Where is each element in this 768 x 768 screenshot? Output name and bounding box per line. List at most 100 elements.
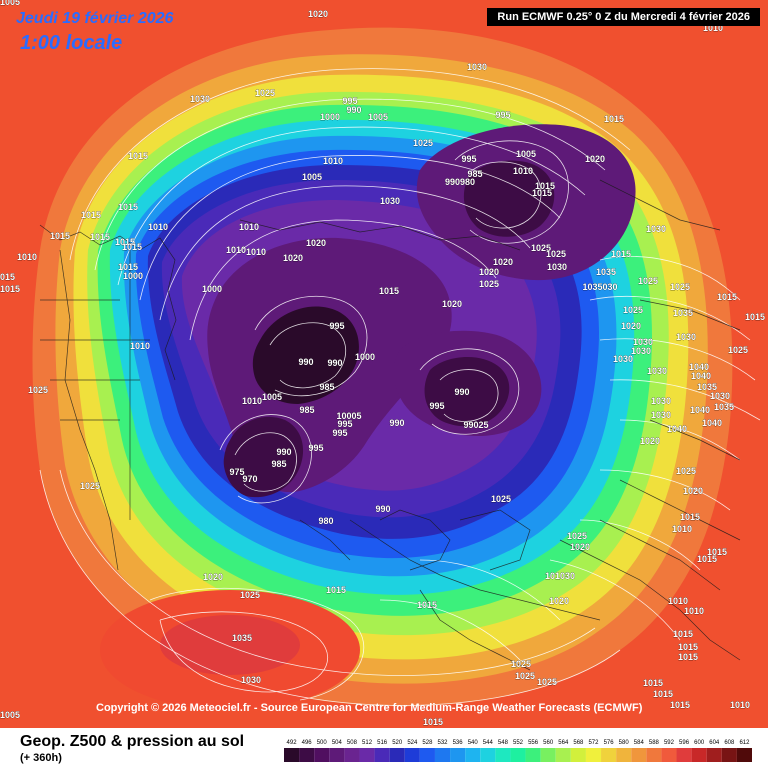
- isobar-label: 1035030: [582, 282, 617, 292]
- isobar-label: 1015: [50, 231, 70, 241]
- isobar-label: 1040: [702, 418, 722, 428]
- isobar-label: 990: [327, 358, 342, 368]
- isobar-label: 1010: [513, 166, 533, 176]
- isobar-lines: [39, 68, 761, 706]
- scale-label: 528: [422, 740, 433, 746]
- isobar-label: 1000: [355, 352, 375, 362]
- scale-label: 612: [739, 740, 750, 746]
- isobar-label: 1020: [308, 9, 328, 19]
- isobar-label: 1030: [710, 391, 730, 401]
- scale-swatch: [374, 748, 390, 762]
- isobar-label: 995: [329, 321, 344, 331]
- scale-swatch: [314, 748, 330, 762]
- scale-label: 492: [287, 740, 298, 746]
- isobar-label: 1015: [417, 600, 437, 610]
- scale-swatch: [344, 748, 360, 762]
- isobar-label: 1015: [118, 202, 138, 212]
- isobar-label: 1025: [255, 88, 275, 98]
- isobar-label: 1025: [728, 345, 748, 355]
- isobar-label: 1025: [491, 494, 511, 504]
- isobar-label: 1010: [668, 596, 688, 606]
- isobar-label: 1020: [306, 238, 326, 248]
- scale-swatch: [601, 748, 617, 762]
- isobar-label: 1000: [123, 271, 143, 281]
- isobar-label: 990: [346, 105, 361, 115]
- scale-label: 552: [513, 740, 524, 746]
- isobar-label: 1025: [240, 590, 260, 600]
- isobar-label: 995: [337, 419, 352, 429]
- isobar-label: 1030: [613, 354, 633, 364]
- scale-swatch: [465, 748, 481, 762]
- scale-label: 520: [392, 740, 403, 746]
- isobar-label: 1025: [676, 466, 696, 476]
- scale-swatch: [510, 748, 526, 762]
- scale-label: 608: [724, 740, 735, 746]
- isobar-label: 1015: [90, 232, 110, 242]
- isobar-label: 1020: [570, 542, 590, 552]
- pacific-high-core: [160, 615, 300, 675]
- scale-label: 544: [483, 740, 494, 746]
- forecast-local-time: 1:00 locale: [20, 32, 123, 54]
- isobar-label: 1030: [547, 262, 567, 272]
- forecast-date: Jeudi 19 février 2026: [16, 10, 174, 27]
- isobar-label: 1020: [640, 436, 660, 446]
- copyright-notice: Copyright © 2026 Meteociel.fr - Source E…: [96, 702, 643, 714]
- scale-swatch: [540, 748, 556, 762]
- isobar-label: 990: [454, 387, 469, 397]
- scale-label: 604: [709, 740, 720, 746]
- isobar-label: 1015: [670, 700, 690, 710]
- isobar-label: 1015: [604, 114, 624, 124]
- scale-swatch: [434, 748, 451, 762]
- isobar-label: 10005: [336, 411, 361, 421]
- isobar-label: 1015: [680, 512, 700, 522]
- scale-label: 548: [498, 740, 509, 746]
- scale-swatch: [570, 748, 586, 762]
- scale-swatch: [646, 748, 662, 762]
- scale-label: 564: [558, 740, 569, 746]
- isobar-label: 1030: [647, 366, 667, 376]
- isobar-label: 1030: [633, 337, 653, 347]
- scale-swatch: [284, 748, 300, 762]
- scale-label: 516: [377, 740, 388, 746]
- isobar-label: 1015: [81, 210, 101, 220]
- isobar-label: 1005: [516, 149, 536, 159]
- scale-label: 500: [317, 740, 328, 746]
- isobar-label: 101030: [545, 571, 575, 581]
- isobar-label: 1005: [262, 392, 282, 402]
- isobar-label: 1010: [672, 524, 692, 534]
- scale-label: 596: [679, 740, 690, 746]
- band-deep-core-2: [223, 416, 304, 498]
- color-scale: 492 496 500 504 508 512 516 520 524 528 532 536 540 5…: [284, 740, 752, 762]
- isobar-label: 1035: [673, 308, 693, 318]
- isobar-label: 1025: [670, 282, 690, 292]
- scale-swatch: [585, 748, 602, 762]
- scale-label: 592: [664, 740, 675, 746]
- scale-swatch: [404, 748, 420, 762]
- isobar-label: 1025: [479, 279, 499, 289]
- isobar-label: 995: [429, 401, 444, 411]
- isobar-label: 1025: [28, 385, 48, 395]
- isobar-label: 1000: [202, 284, 222, 294]
- isobar-label: 1025: [511, 659, 531, 669]
- isobar-label: 1010: [684, 606, 704, 616]
- isobar-label: 985: [467, 169, 482, 179]
- band-deep-core-1: [252, 306, 359, 404]
- isobar-label: 1025: [567, 531, 587, 541]
- scale-label: 512: [362, 740, 373, 746]
- isobar-label: 1025: [638, 276, 658, 286]
- isobar-label: 975: [229, 467, 244, 477]
- isobar-label: 1035: [232, 633, 252, 643]
- isobar-label: 990: [389, 418, 404, 428]
- isobar-label: 1030: [631, 346, 651, 356]
- isobar-label: 1030: [467, 62, 487, 72]
- scale-label: 568: [573, 740, 584, 746]
- isobar-label: 1010: [323, 156, 343, 166]
- isobar-label: 1015: [423, 717, 443, 727]
- isobar-label: 990980: [445, 177, 475, 187]
- z500-bands: [32, 27, 733, 710]
- isobar-label: 1035: [596, 267, 616, 277]
- isobar-label: 1010: [239, 222, 259, 232]
- isobar-label: 1020: [683, 486, 703, 496]
- isobar-label: 995: [342, 96, 357, 106]
